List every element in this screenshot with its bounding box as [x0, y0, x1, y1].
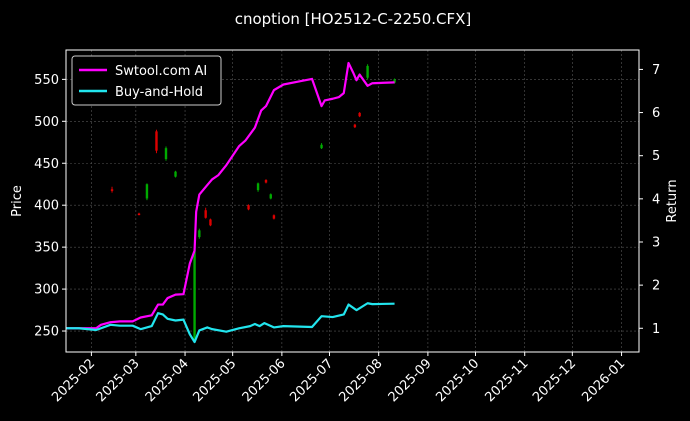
- legend: Swtool.com AI Buy-and-Hold: [71, 55, 222, 106]
- legend-box: [71, 55, 222, 106]
- y-axis-right: 1 2 3 4 5 6 7: [639, 63, 660, 337]
- series-line-benchmark: [66, 302, 395, 344]
- candle-body: [164, 148, 168, 160]
- y-tick-label: 400: [34, 199, 59, 214]
- candle-body: [264, 180, 268, 183]
- candle-body: [256, 183, 260, 191]
- y2-tick-label: 3: [652, 235, 660, 250]
- candle-body: [204, 210, 207, 218]
- y2-axis-label: Return: [665, 179, 680, 222]
- y2-tick-label: 5: [652, 149, 660, 164]
- candle-body: [353, 124, 357, 128]
- candle-body: [269, 194, 272, 199]
- y-tick-label: 250: [34, 325, 59, 340]
- legend-label-benchmark: Buy-and-Hold: [115, 85, 203, 100]
- grid: [66, 50, 639, 352]
- y2-tick-label: 2: [652, 279, 660, 294]
- y2-tick-label: 6: [652, 106, 660, 121]
- y-tick-label: 550: [34, 73, 59, 88]
- candle-body: [358, 112, 361, 117]
- y2-tick-label: 7: [652, 63, 660, 78]
- y-tick-label: 350: [34, 241, 59, 256]
- candle-body: [198, 230, 201, 238]
- y-tick-label: 450: [34, 157, 59, 172]
- series-lines: [66, 61, 395, 344]
- candle-body: [393, 79, 396, 83]
- candle-body: [137, 213, 141, 216]
- y2-tick-label: 4: [652, 192, 660, 207]
- candle-body: [155, 131, 158, 151]
- candle-body: [366, 65, 369, 78]
- series-line-strategy: [66, 61, 395, 330]
- candle-body: [193, 251, 196, 340]
- y2-tick-label: 1: [652, 322, 660, 337]
- candles: [110, 64, 396, 342]
- candle-body: [145, 184, 149, 199]
- candle-body: [174, 171, 177, 177]
- y-axis-label: Price: [10, 185, 25, 217]
- y-tick-label: 300: [34, 283, 59, 298]
- y-axis-left: 250 300 350 400 450 500 550: [34, 73, 66, 340]
- y-tick-label: 500: [34, 115, 59, 130]
- candle-body: [110, 189, 114, 191]
- candle-body: [272, 215, 276, 219]
- candle-body: [247, 205, 250, 210]
- plot-frame: [65, 49, 640, 353]
- candle-body: [209, 219, 212, 226]
- candle-body: [320, 144, 323, 149]
- chart-title: cnoption [HO2512-C-2250.CFX]: [235, 10, 472, 28]
- legend-label-strategy: Swtool.com AI: [115, 64, 207, 79]
